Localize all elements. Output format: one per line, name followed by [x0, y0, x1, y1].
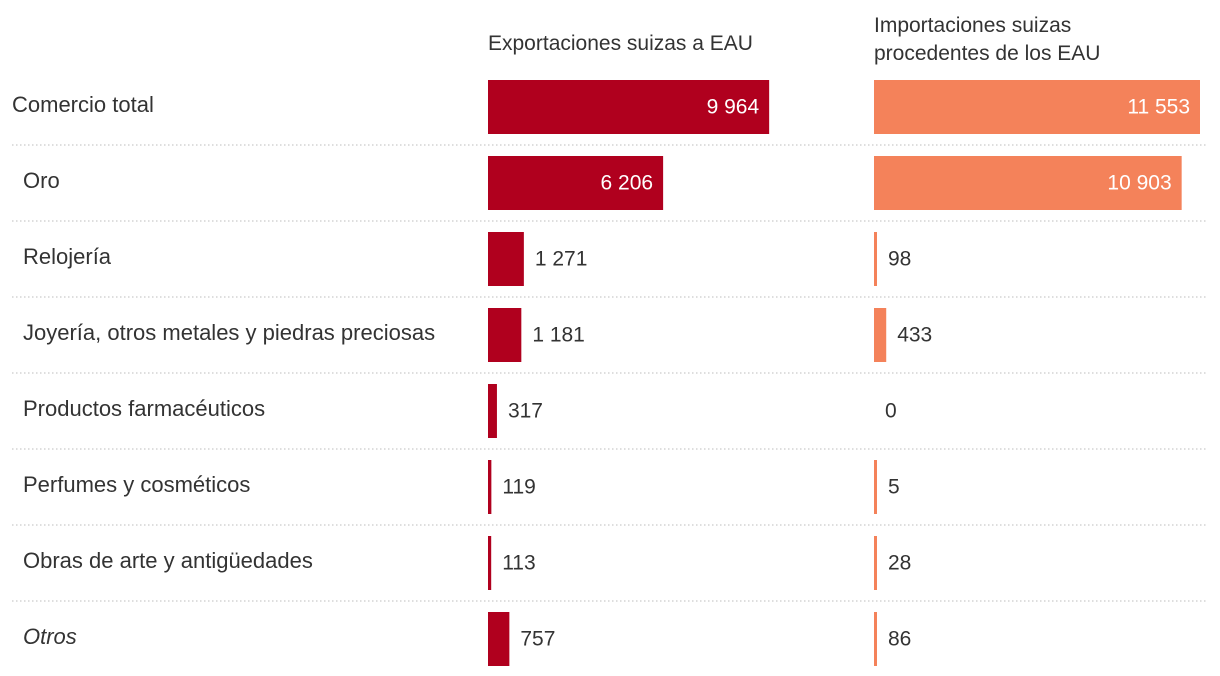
import-bar	[874, 232, 877, 286]
import-bar	[874, 460, 877, 514]
export-bar	[488, 612, 510, 666]
category-label: Relojería	[23, 244, 112, 269]
export-bar	[488, 384, 497, 438]
export-bar	[488, 80, 770, 134]
category-label: Obras de arte y antigüedades	[23, 548, 313, 573]
exports-column-header: Exportaciones suizas a EAU	[488, 32, 753, 55]
import-value-label: 5	[888, 476, 900, 499]
export-bar	[488, 308, 522, 362]
export-value-label: 9 964	[707, 96, 760, 119]
import-bar	[874, 156, 1182, 210]
export-value-label: 1 181	[532, 324, 585, 347]
category-label: Otros	[23, 624, 77, 649]
import-value-label: 98	[888, 248, 911, 271]
imports-column-header: Importaciones suizas procedentes de los …	[874, 14, 1101, 65]
import-bar	[874, 80, 1200, 134]
import-value-label: 11 553	[1127, 96, 1190, 119]
import-value-label: 10 903	[1107, 172, 1171, 195]
export-value-label: 119	[502, 476, 535, 499]
export-value-label: 1 271	[535, 248, 588, 271]
export-value-label: 317	[508, 400, 543, 423]
import-bar	[874, 612, 877, 666]
export-bar	[488, 156, 664, 210]
import-bar	[874, 536, 877, 590]
import-bar	[874, 308, 887, 362]
import-value-label: 86	[888, 628, 911, 651]
import-value-label: 0	[885, 400, 897, 423]
export-value-label: 6 206	[601, 172, 654, 195]
export-value-label: 113	[502, 552, 535, 575]
export-bar	[488, 536, 492, 590]
category-label: Joyería, otros metales y piedras precios…	[23, 320, 435, 345]
category-label: Oro	[23, 168, 60, 193]
category-label: Comercio total	[12, 92, 154, 117]
export-value-label: 757	[520, 628, 555, 651]
import-value-label: 433	[897, 324, 932, 347]
export-bar	[488, 460, 492, 514]
import-value-label: 28	[888, 552, 911, 575]
export-bar	[488, 232, 524, 286]
category-label: Productos farmacéuticos	[23, 396, 265, 421]
category-label: Perfumes y cosméticos	[23, 472, 250, 497]
